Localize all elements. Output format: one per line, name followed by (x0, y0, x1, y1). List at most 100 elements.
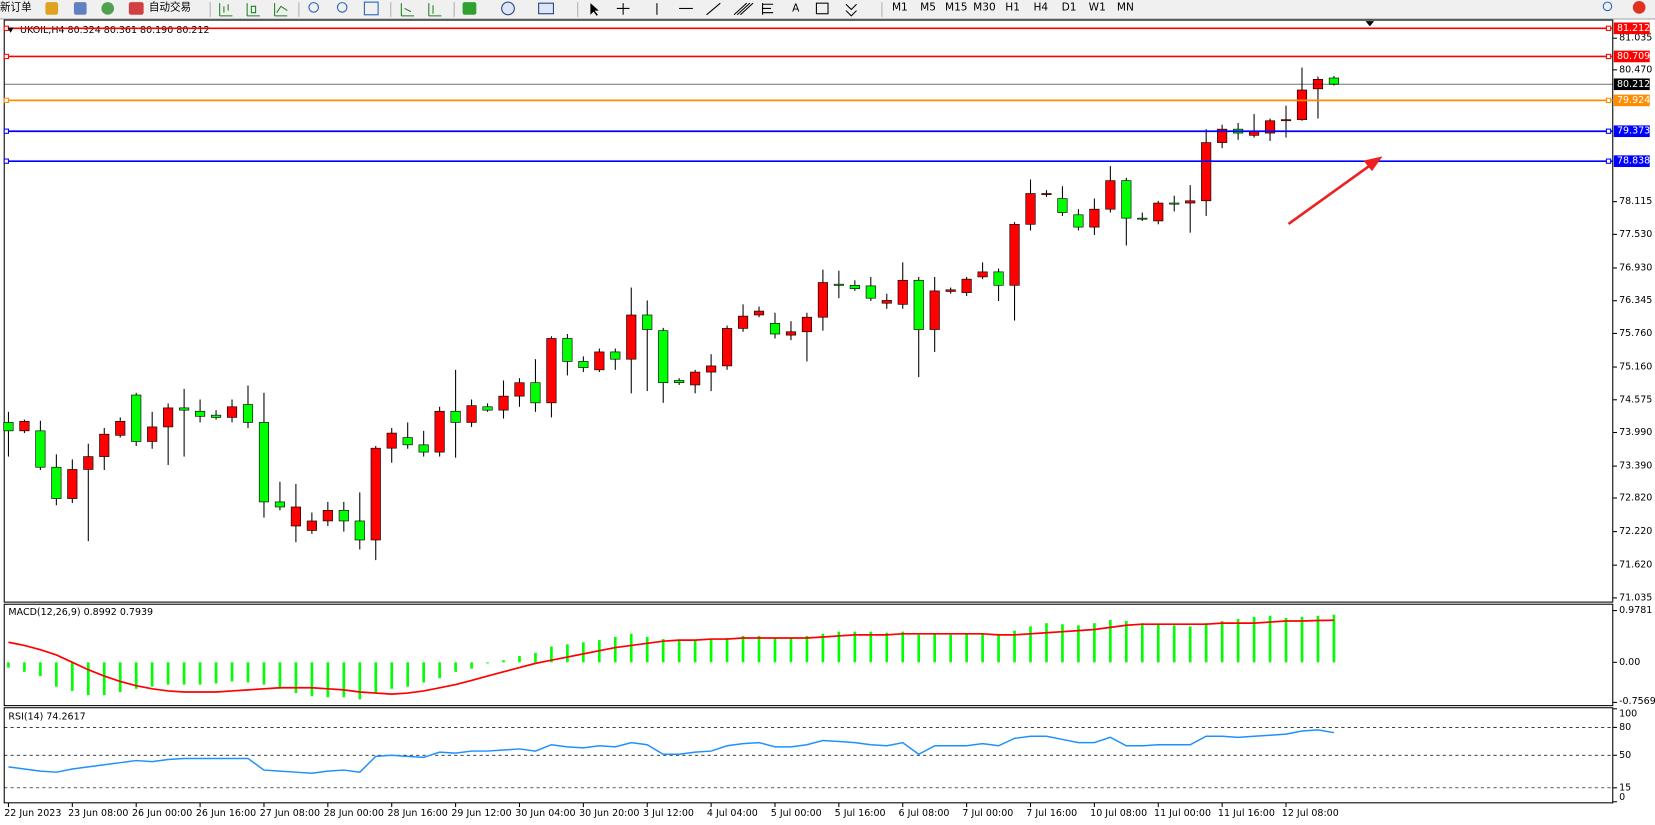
candle-body (370, 447, 381, 541)
search-icon[interactable] (1602, 1, 1613, 12)
macd-bar (869, 631, 873, 663)
y-tick-label: 0.9781 (1619, 605, 1652, 616)
macd-bar (358, 662, 362, 700)
candle-body (945, 289, 956, 292)
macd-bar (1300, 616, 1304, 663)
macd-bar (917, 634, 921, 663)
x-tick-label: 26 Jun 00:00 (132, 808, 192, 819)
macd-bar (901, 631, 905, 663)
candle-body (179, 407, 190, 411)
candle-body (817, 282, 828, 318)
macd-bar (454, 662, 457, 672)
macd-bar (39, 662, 42, 677)
symbol-marker (7, 27, 14, 33)
auto-trading-icon[interactable] (128, 2, 144, 15)
text-tool[interactable]: A (792, 2, 800, 14)
channel-icon[interactable] (733, 2, 754, 16)
macd-bar (198, 662, 202, 685)
zoom-in-icon[interactable] (308, 2, 319, 13)
bar-chart-icon[interactable] (219, 3, 233, 17)
candle-body (1009, 223, 1020, 286)
annotation-arrow (1287, 163, 1372, 226)
rsi-line (8, 729, 1335, 774)
periods-icon[interactable] (501, 1, 515, 16)
x-tick-label: 29 Jun 12:00 (451, 808, 511, 819)
macd-bar (1109, 619, 1112, 663)
timeframe-button[interactable]: H1 (1005, 1, 1020, 13)
timeframe-button[interactable]: M1 (892, 1, 908, 13)
macd-bar (1093, 623, 1096, 663)
timeframe-button[interactable]: H4 (1034, 1, 1049, 13)
level-price-box (1613, 155, 1650, 167)
macd-bar (773, 637, 777, 663)
candle-body (881, 300, 892, 304)
shift-icon[interactable] (400, 3, 415, 17)
macd-bar (342, 662, 346, 698)
x-tick-label: 3 Jul 12:00 (643, 808, 694, 819)
candle-body (418, 444, 429, 453)
macd-bar (294, 662, 298, 694)
main-panel (3, 19, 1614, 603)
y-tick-label: 71.035 (1619, 592, 1652, 603)
indicators-icon[interactable] (462, 2, 477, 15)
timeframe-button[interactable]: D1 (1062, 1, 1077, 13)
candle-body (67, 469, 78, 499)
macd-signal-line (8, 619, 1334, 695)
timeframe-button[interactable]: W1 (1089, 1, 1106, 13)
zoom-out-icon[interactable] (336, 2, 348, 13)
x-tick-label: 10 Jul 08:00 (1090, 808, 1147, 819)
fibo-icon[interactable] (762, 3, 774, 15)
annotation-arrowhead (1363, 156, 1383, 172)
macd-bar (71, 662, 74, 691)
icon[interactable] (73, 2, 87, 15)
candle-body (690, 371, 701, 386)
x-tick-label: 5 Jul 00:00 (771, 808, 822, 819)
y-tick-label: 75.160 (1619, 362, 1652, 373)
candle-body (1041, 193, 1052, 195)
macd-bar (150, 662, 154, 687)
templates-icon[interactable] (538, 2, 554, 15)
notification-icon[interactable] (1632, 1, 1646, 14)
arrows-icon[interactable] (845, 3, 857, 17)
y-tick-label: 76.930 (1619, 262, 1652, 273)
candle-body (993, 271, 1004, 286)
macd-bar (166, 662, 170, 685)
macd-bar (534, 652, 537, 663)
level-handle (3, 25, 9, 31)
candle-body (1217, 128, 1228, 143)
x-tick-label: 5 Jul 16:00 (835, 808, 886, 819)
candle-body (929, 290, 940, 330)
macd-bar (1140, 623, 1144, 663)
auto-trading-button[interactable]: 自动交易 (149, 0, 191, 13)
new-order-button[interactable]: 新订单 (0, 0, 32, 13)
autoscroll-icon[interactable] (428, 3, 442, 17)
candle-body (961, 278, 972, 293)
label-tool[interactable] (815, 2, 829, 15)
tile-icon[interactable] (363, 1, 379, 16)
macd-bar (885, 632, 889, 663)
candle-body (626, 314, 637, 360)
trendline-icon[interactable] (706, 2, 721, 16)
candle-body (83, 456, 94, 470)
timeframe-button[interactable]: M5 (920, 1, 936, 13)
macd-bar (629, 633, 633, 663)
icon[interactable] (45, 2, 59, 15)
macd-bar (1061, 624, 1064, 663)
macd-bar (486, 662, 489, 664)
y-tick-label: -0.7569 (1619, 696, 1655, 707)
candle-body (147, 426, 158, 442)
timeframe-button[interactable]: M30 (973, 1, 996, 13)
line-icon[interactable] (274, 3, 288, 17)
candle-icon[interactable] (246, 3, 260, 17)
crosshair-icon[interactable] (616, 3, 630, 15)
toolbar: 新订单 自动交易 A M1 M5 M15 M30 H1 H4 D1 W1 MN (0, 0, 1655, 20)
macd-bar (214, 662, 218, 684)
candle-body (338, 510, 349, 522)
icon[interactable] (101, 2, 115, 15)
timeframe-button[interactable]: M15 (945, 1, 968, 13)
timeframe-button[interactable]: MN (1117, 1, 1134, 13)
macd-bar (837, 631, 841, 663)
candle-body (674, 380, 685, 384)
x-tick-label: 11 Jul 16:00 (1218, 808, 1275, 819)
